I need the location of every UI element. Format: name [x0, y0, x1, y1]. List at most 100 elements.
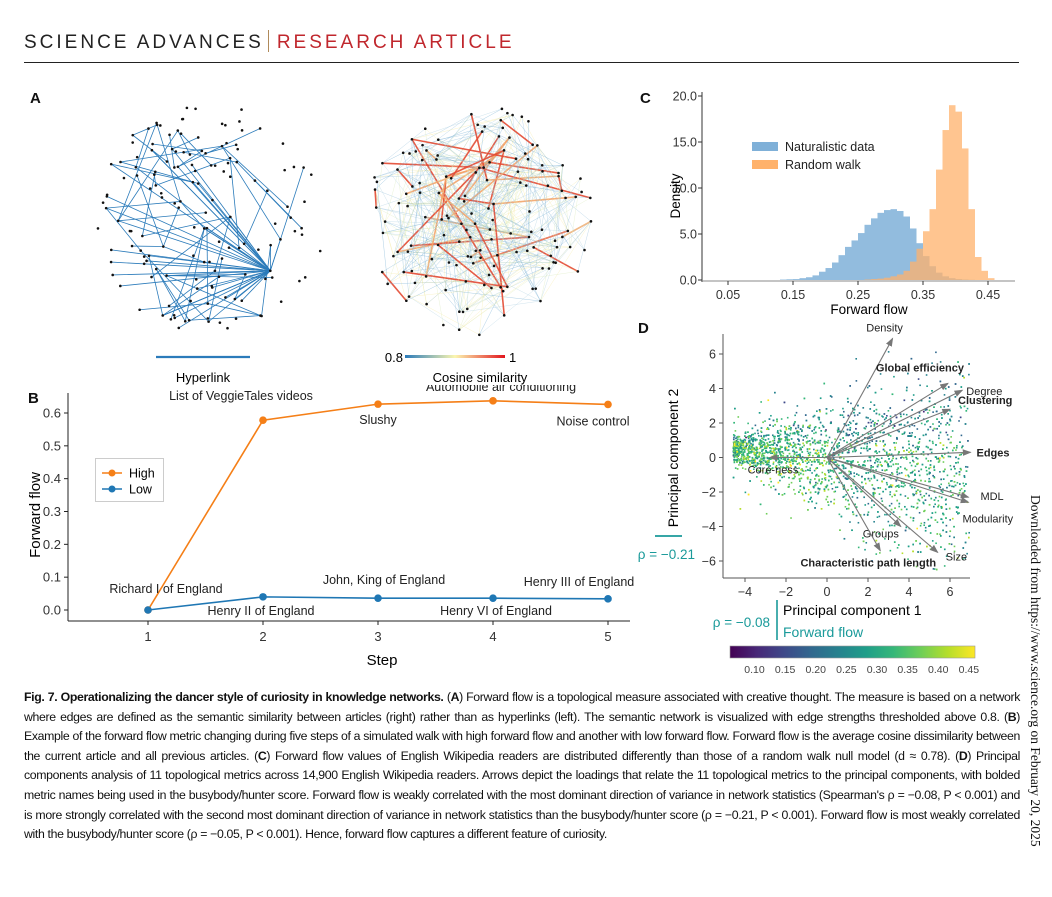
loading-arrow	[826, 389, 964, 458]
scatter-point	[839, 529, 841, 531]
scatter-point	[922, 434, 925, 437]
scatter-point	[963, 491, 965, 494]
network-node	[160, 196, 164, 199]
scatter-point	[876, 458, 878, 460]
scatter-point	[805, 419, 808, 422]
scatter-point	[809, 478, 812, 481]
scatter-point	[874, 492, 876, 495]
scatter-point	[903, 482, 905, 485]
scatter-point	[953, 481, 956, 483]
scatter-point	[890, 453, 893, 456]
scatter-point	[842, 475, 845, 478]
scatter-point	[790, 465, 792, 467]
network-node	[478, 249, 482, 252]
scatter-point	[891, 459, 893, 462]
scatter-point	[872, 420, 874, 423]
scatter-point	[848, 470, 850, 473]
scatter-point	[939, 442, 942, 444]
similarity-edge	[436, 124, 478, 160]
scatter-point	[784, 446, 787, 449]
scatter-point	[929, 426, 932, 428]
scatter-point	[818, 409, 821, 411]
scatter-point	[888, 458, 890, 460]
similarity-edge	[492, 203, 506, 316]
scatter-point	[769, 449, 772, 452]
similarity-edge	[459, 286, 508, 330]
scatter-point	[786, 442, 788, 444]
similarity-edge	[532, 185, 549, 289]
scatter-point	[900, 480, 903, 483]
scatter-point	[749, 436, 751, 438]
scatter-point	[826, 444, 829, 447]
scatter-point	[784, 430, 786, 433]
scatter-point	[737, 457, 740, 460]
network-node	[240, 129, 244, 132]
pc1-rho: ρ = −0.08	[713, 615, 770, 630]
scatter-point	[836, 463, 839, 466]
scatter-point	[817, 487, 820, 490]
scatter-point	[848, 434, 851, 436]
scatter-point	[776, 447, 778, 450]
network-node	[226, 326, 229, 330]
scatter-point	[762, 457, 765, 459]
network-node	[170, 147, 174, 151]
scatter-point	[889, 491, 892, 493]
scatter-point	[895, 479, 898, 482]
scatter-point	[875, 553, 878, 555]
network-node	[194, 278, 198, 281]
scatter-point	[867, 502, 870, 505]
scatter-point	[956, 444, 958, 447]
scatter-point	[895, 457, 898, 460]
scatter-point	[940, 546, 942, 548]
scatter-point	[968, 373, 970, 376]
scatter-point	[807, 452, 810, 454]
scatter-point	[868, 441, 871, 444]
network-node	[392, 254, 395, 258]
scatter-point	[771, 452, 774, 455]
similarity-edge	[425, 258, 433, 277]
scatter-point	[777, 435, 779, 437]
scatter-point	[940, 507, 943, 509]
scatter-point	[836, 477, 839, 480]
scatter-point	[782, 458, 785, 460]
scatter-point	[796, 451, 798, 454]
scatter-point	[940, 496, 943, 499]
network-node	[402, 270, 406, 274]
scatter-point	[732, 441, 735, 444]
network-node	[421, 143, 424, 147]
similarity-edge	[441, 219, 490, 276]
scatter-point	[940, 490, 943, 492]
hyperlink-edge	[106, 207, 271, 272]
similarity-edge	[425, 216, 476, 251]
scatter-point	[849, 521, 851, 523]
scatter-point	[888, 434, 890, 436]
scatter-point	[904, 505, 906, 508]
scatter-point	[798, 453, 801, 456]
scatter-point	[733, 445, 735, 448]
scatter-point	[857, 461, 859, 463]
hyperlink-edge	[228, 247, 271, 272]
scatter-point	[909, 435, 911, 437]
scatter-point	[884, 469, 886, 472]
scatter-point	[959, 489, 961, 492]
scatter-point	[911, 471, 913, 474]
scatter-point	[919, 493, 922, 496]
scatter-point	[867, 477, 870, 480]
scatter-point	[874, 442, 877, 445]
network-node	[418, 191, 422, 194]
scatter-point	[812, 454, 814, 457]
scatter-point	[779, 433, 782, 436]
scatter-point	[824, 430, 827, 433]
scatter-point	[754, 432, 756, 435]
scatter-point	[790, 455, 792, 458]
scatter-point	[934, 511, 937, 514]
scatter-point	[738, 449, 741, 451]
scatter-point	[853, 483, 856, 485]
scatter-point	[808, 488, 810, 491]
scatter-point	[908, 425, 911, 428]
scatter-point	[821, 462, 823, 464]
similarity-edge	[459, 251, 517, 312]
similarity-edge	[477, 124, 503, 129]
similarity-edge	[471, 126, 485, 214]
scatter-point	[766, 461, 768, 463]
